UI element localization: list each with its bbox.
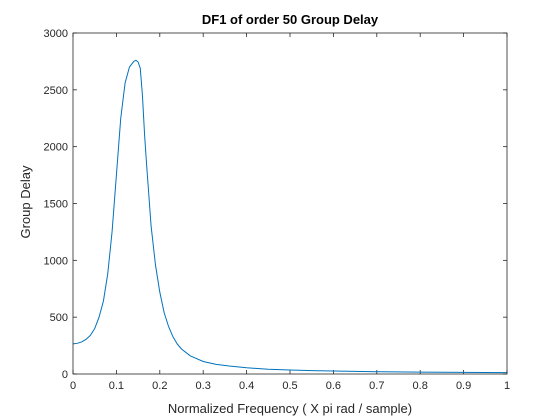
group-delay-line: [72, 59, 508, 374]
y-tick-label: 1500: [44, 199, 68, 211]
y-tick-label: 2000: [44, 142, 68, 154]
y-tick-label: 2500: [44, 85, 68, 97]
axis-ticks: 0 0.1 0.2 0.3 0.4 0.5 0.6 0.7 0.8 0.9 1 0 500 1000 150…: [44, 28, 511, 392]
x-axis-label: Normalized Frequency ( X pi rad / sample…: [168, 401, 412, 416]
series-layer: [72, 59, 508, 374]
y-tick-label: 1000: [44, 255, 68, 267]
axes-box: [72, 32, 508, 375]
x-tick-label: 0.8: [413, 380, 428, 392]
x-tick-label: 0.4: [239, 380, 254, 392]
y-axis-label: Group Delay: [18, 165, 33, 238]
x-tick-label: 0.2: [152, 380, 167, 392]
x-tick-label: 0.5: [282, 380, 297, 392]
x-tick-label: 0.1: [109, 380, 124, 392]
y-tick-label: 500: [50, 312, 68, 324]
y-tick-label: 0: [62, 369, 68, 381]
x-tick-label: 0.9: [456, 380, 471, 392]
y-tick-label: 3000: [44, 28, 68, 40]
plot-area: [73, 33, 507, 374]
x-tick-label: 0: [70, 380, 76, 392]
chart-title: DF1 of order 50 Group Delay: [202, 12, 379, 27]
x-tick-label: 1: [504, 380, 510, 392]
x-tick-label: 0.7: [369, 380, 384, 392]
x-tick-label: 0.3: [196, 380, 211, 392]
x-tick-label: 0.6: [326, 380, 341, 392]
